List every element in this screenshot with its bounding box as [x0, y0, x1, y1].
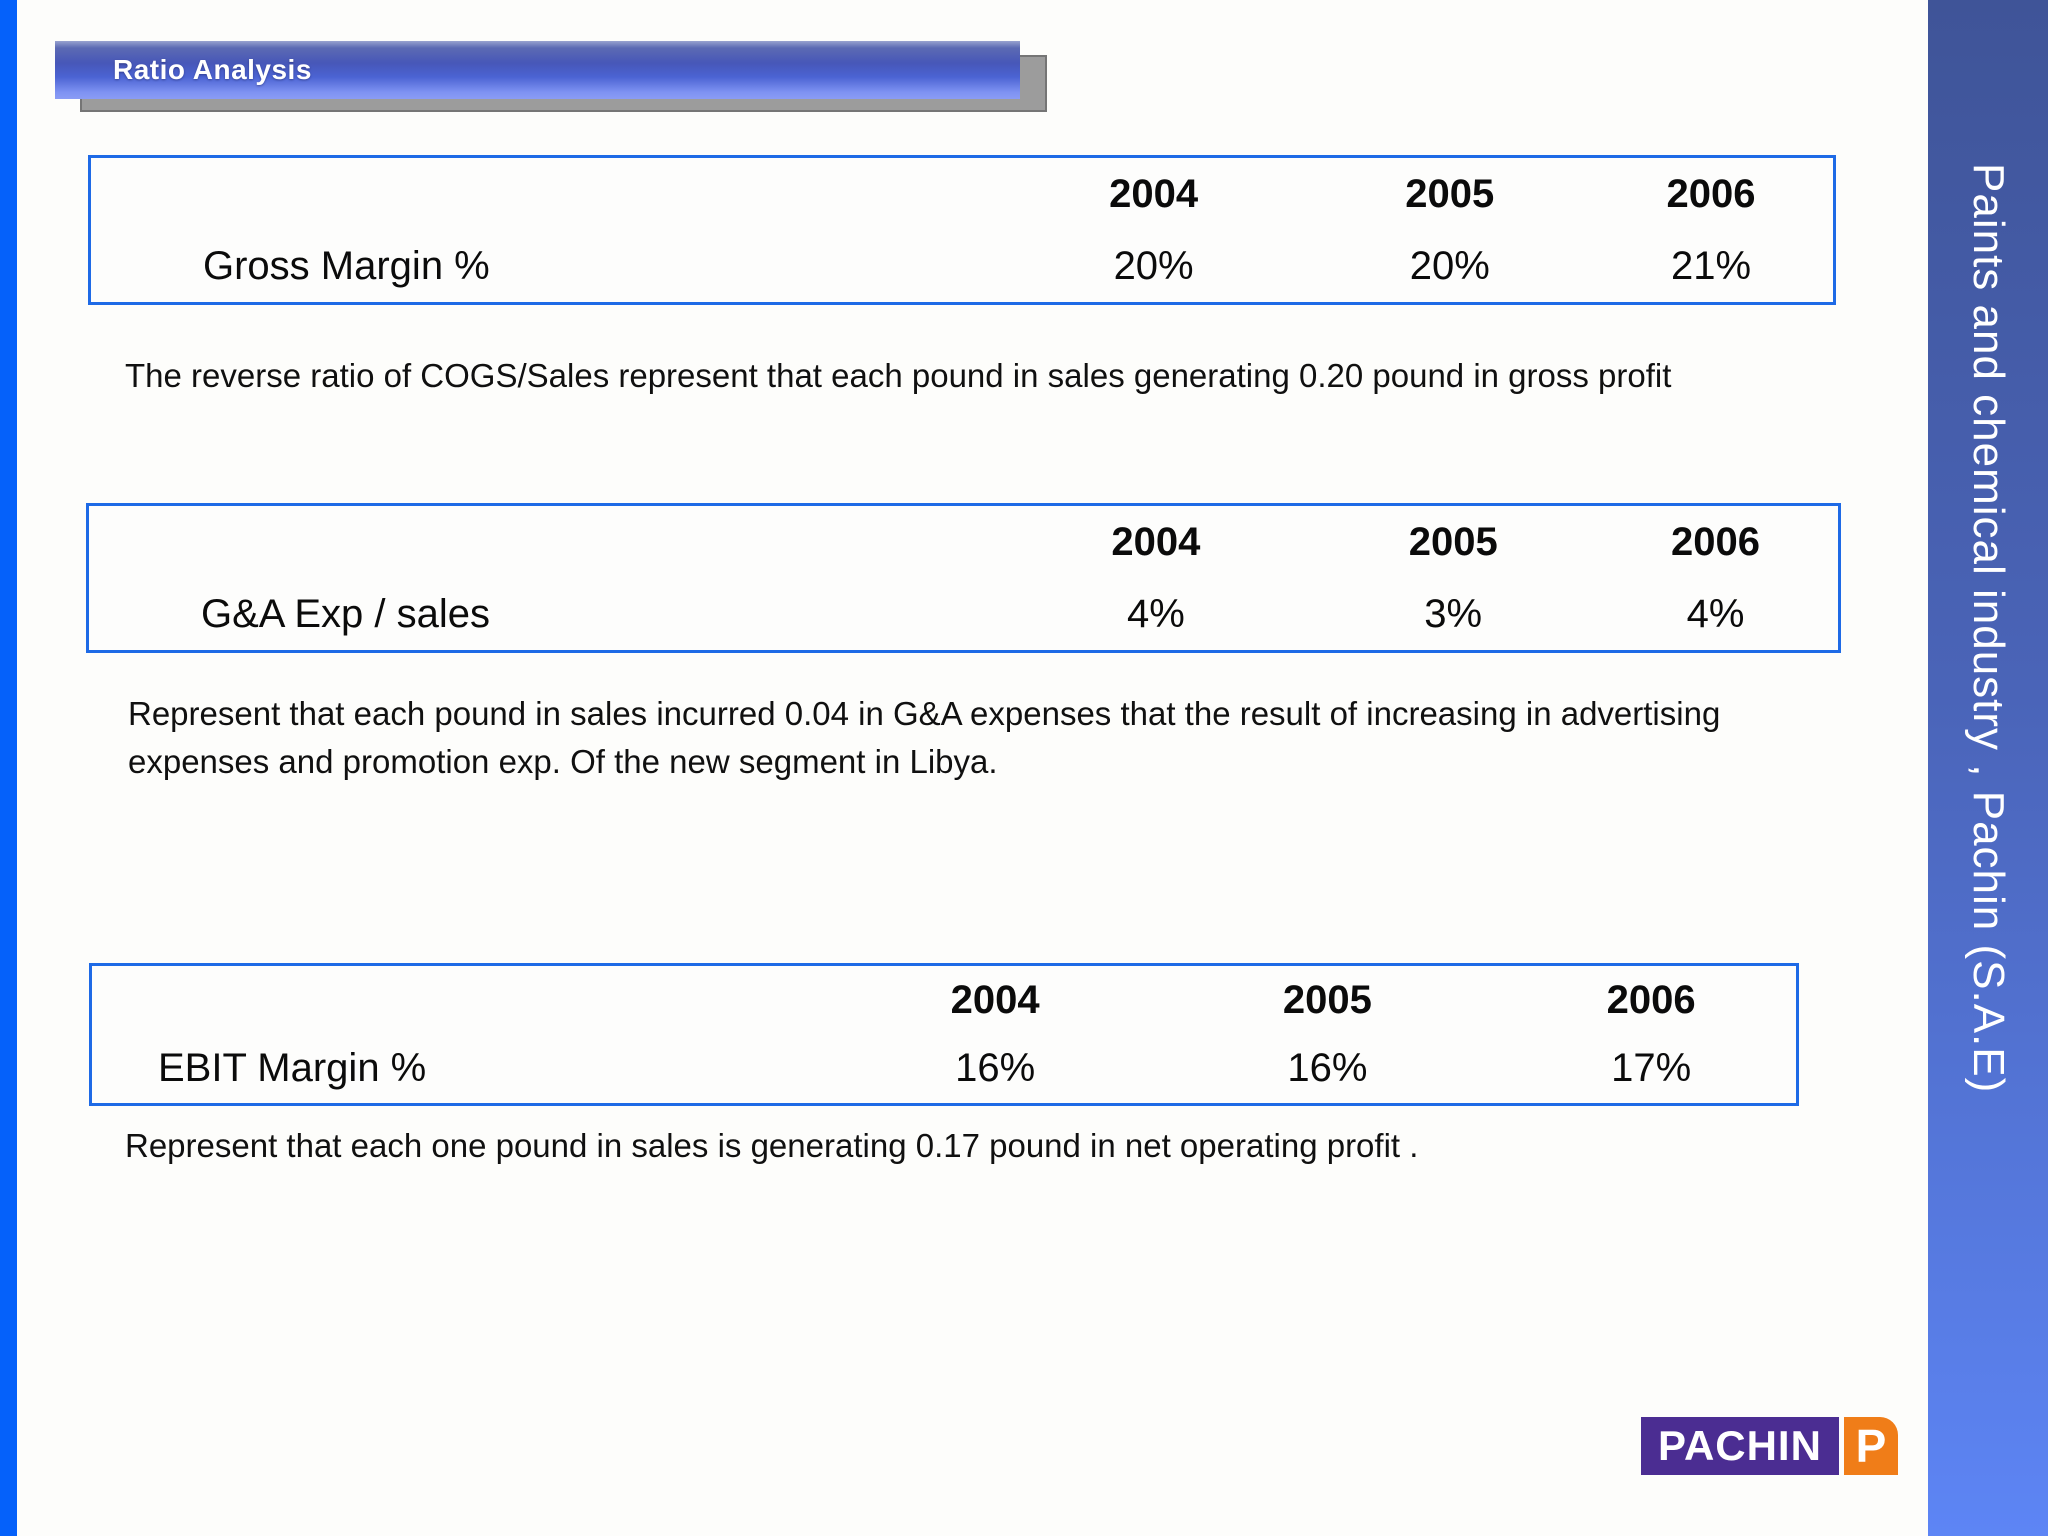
- ebit-margin-2004: 16%: [955, 1046, 1036, 1091]
- row-label-ga-expense: G&A Exp / sales: [201, 591, 491, 636]
- gross-margin-2006: 21%: [1671, 243, 1752, 288]
- year-header-2006: 2006: [1606, 977, 1696, 1022]
- ebit-margin-table: 2004 2005 2006 EBIT Margin % 16% 16% 17%: [89, 963, 1799, 1106]
- row-label-gross-margin: Gross Margin %: [203, 243, 490, 288]
- year-header-2004: 2004: [1109, 171, 1199, 216]
- pachin-logo-p-letter: P: [1855, 1420, 1887, 1472]
- ga-expense-note: Represent that each pound in sales incur…: [128, 695, 1721, 780]
- ebit-margin-note: Represent that each one pound in sales i…: [125, 1127, 1419, 1164]
- year-header-2005: 2005: [1405, 171, 1495, 216]
- page-title: Ratio Analysis: [113, 54, 312, 85]
- ga-expense-2004: 4%: [1126, 591, 1185, 636]
- ebit-margin-2006: 17%: [1611, 1046, 1692, 1091]
- gross-margin-table: 2004 2005 2006 Gross Margin % 20% 20% 21…: [88, 155, 1836, 305]
- ga-expense-2005: 3%: [1424, 591, 1483, 636]
- gross-margin-note: The reverse ratio of COGS/Sales represen…: [125, 357, 1672, 394]
- title-banner: Ratio Analysis: [55, 41, 1020, 99]
- ga-expense-2006: 4%: [1686, 591, 1745, 636]
- ga-expense-table: 2004 2005 2006 G&A Exp / sales 4% 3% 4%: [86, 503, 1841, 653]
- gross-margin-2004: 20%: [1113, 243, 1194, 288]
- year-header-2004: 2004: [1111, 519, 1201, 564]
- pachin-logo-wordmark: PACHIN: [1641, 1417, 1839, 1475]
- year-header-2005: 2005: [1282, 977, 1372, 1022]
- pachin-logo-p-icon: P: [1844, 1417, 1898, 1475]
- gross-margin-2005: 20%: [1409, 243, 1490, 288]
- right-sidebar: Paints and chemical industry , Pachin (S…: [1928, 0, 2048, 1536]
- pachin-logo: PACHIN P: [1641, 1417, 1898, 1475]
- left-accent-stripe: [0, 0, 17, 1536]
- ebit-margin-2005: 16%: [1287, 1046, 1368, 1091]
- year-header-2006: 2006: [1666, 171, 1756, 216]
- sidebar-company-title: Paints and chemical industry , Pachin (S…: [1964, 163, 2013, 1094]
- year-header-2006: 2006: [1671, 519, 1761, 564]
- year-header-2004: 2004: [950, 977, 1040, 1022]
- year-header-2005: 2005: [1408, 519, 1498, 564]
- row-label-ebit-margin: EBIT Margin %: [158, 1046, 427, 1091]
